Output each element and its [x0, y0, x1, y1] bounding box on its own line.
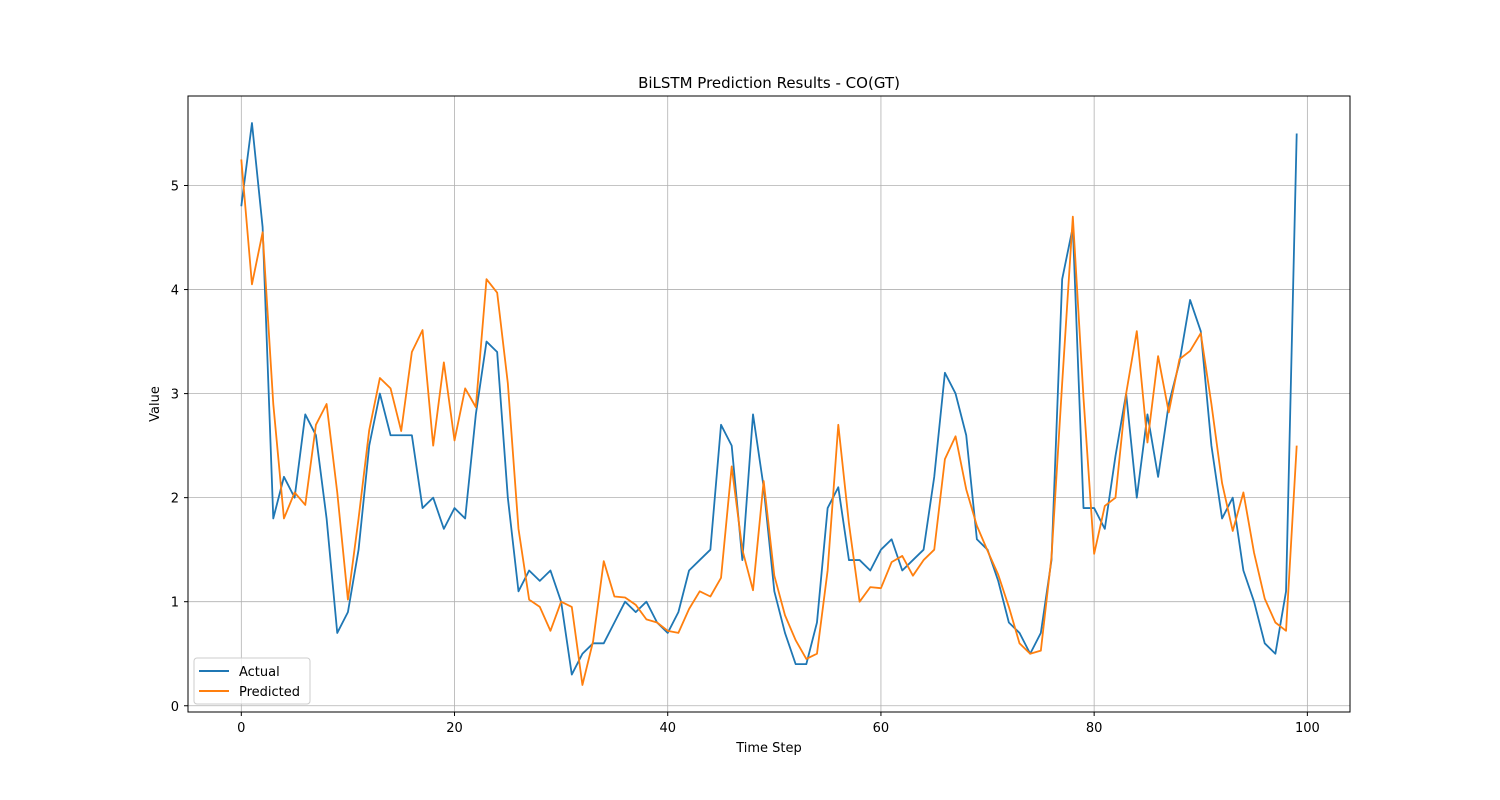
x-tick-label: 80: [1086, 721, 1103, 736]
x-tick-label: 20: [446, 721, 463, 736]
x-tick-label: 60: [873, 721, 890, 736]
legend-actual-label: Actual: [239, 665, 280, 680]
series-line-actual: [240, 122, 1298, 676]
y-tick-label: 1: [171, 596, 179, 611]
chart-title: BiLSTM Prediction Results - CO(GT): [638, 74, 900, 92]
grid: [188, 96, 1350, 712]
legend-box: [193, 657, 311, 705]
y-tick-label: 4: [171, 284, 179, 299]
x-axis-label: Time Step: [735, 741, 802, 756]
plot-frame: [187, 95, 1351, 713]
series-line-predicted: [240, 159, 1298, 686]
series-lines: [240, 122, 1298, 686]
y-tick-label: 2: [171, 492, 179, 507]
legend: Actual Predicted: [193, 657, 311, 705]
y-tick-label: 5: [171, 179, 179, 194]
x-tick-label: 40: [659, 721, 676, 736]
x-tick-label: 0: [237, 721, 245, 736]
y-tick-label: 3: [171, 388, 179, 403]
legend-predicted-label: Predicted: [239, 685, 300, 700]
y-tick-label: 0: [171, 700, 179, 715]
x-tick-label: 100: [1295, 721, 1320, 736]
y-axis-label: Value: [148, 386, 163, 422]
axis-ticks: 0 20 40 60 80 100 0 1 2 3 4 5: [171, 179, 1320, 736]
